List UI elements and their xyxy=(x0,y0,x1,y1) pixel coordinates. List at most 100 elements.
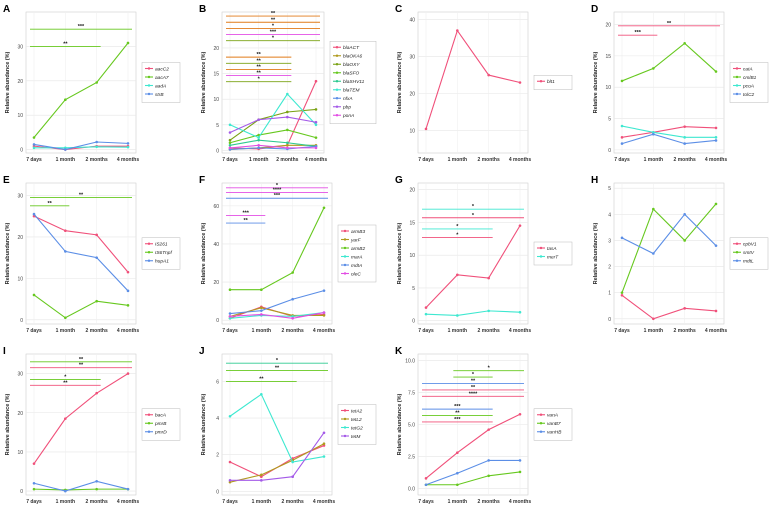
data-point xyxy=(228,141,232,145)
data-point xyxy=(228,460,232,464)
legend-label: pbp xyxy=(342,105,351,111)
significance-label: ** xyxy=(244,218,249,224)
series-line-ponA xyxy=(229,144,316,149)
legend-label: vanHB xyxy=(547,430,562,436)
data-point xyxy=(126,487,130,491)
legend-label: catA xyxy=(743,66,753,72)
panel-letter: G xyxy=(395,175,403,186)
y-tick-label: 20 xyxy=(17,235,23,241)
significance-label: * xyxy=(64,374,67,380)
data-point xyxy=(64,489,67,493)
legend-swatch-dot xyxy=(735,67,739,70)
series-line-tetG2 xyxy=(229,393,325,463)
x-tick-label: 7 days xyxy=(222,499,238,505)
significance-label: * xyxy=(456,224,459,230)
legend-swatch-dot xyxy=(343,426,347,429)
legend-label: aacC2 xyxy=(155,66,169,72)
y-tick-label: 0 xyxy=(608,148,611,154)
data-point xyxy=(64,98,67,101)
x-tick-label: 1 month xyxy=(56,328,75,334)
y-tick-label: 40 xyxy=(213,242,219,248)
legend-swatch-dot xyxy=(539,80,543,83)
legend-label: blaACT xyxy=(343,45,360,51)
data-point xyxy=(683,239,686,242)
significance-label: ** xyxy=(271,17,276,23)
significance-label: *** xyxy=(274,193,281,199)
series-line-strB xyxy=(33,141,129,151)
series-line-blaTEM xyxy=(229,93,317,139)
y-axis-label: Relative abundance (%) xyxy=(5,51,11,113)
legend-label: blt1 xyxy=(547,79,555,85)
data-point xyxy=(620,293,624,297)
panel-a: A 0 10 20 30 7 days 1 month 2 months 4 months Rel… xyxy=(3,4,181,163)
legend-swatch-dot xyxy=(335,63,339,66)
data-point xyxy=(424,477,428,480)
y-tick-label: 10 xyxy=(17,113,23,119)
x-tick-label: 2 months xyxy=(478,499,500,505)
series-line-hupA1 xyxy=(33,213,129,292)
legend-label: mdtA xyxy=(351,263,362,269)
y-tick-label: 10 xyxy=(409,129,415,135)
y-tick-label: 10 xyxy=(213,97,219,103)
data-point xyxy=(518,310,522,314)
y-axis-label: Relative abundance (%) xyxy=(397,51,403,113)
significance-label: *** xyxy=(454,404,461,410)
series-line-pbp xyxy=(229,116,317,133)
legend-swatch-dot xyxy=(343,229,347,233)
legend-swatch-dot xyxy=(343,272,347,275)
legend-swatch-dot xyxy=(335,54,339,57)
data-point xyxy=(228,312,232,315)
series-line-armB2 xyxy=(230,207,325,291)
data-point xyxy=(620,124,624,128)
significance-label: ** xyxy=(79,193,84,199)
data-point xyxy=(456,483,459,487)
data-point xyxy=(260,306,263,310)
data-point xyxy=(291,315,294,318)
x-tick-label: 2 months xyxy=(282,499,304,505)
series-line-blt1 xyxy=(425,29,521,130)
legend-swatch-dot xyxy=(147,430,151,433)
data-point xyxy=(228,123,232,127)
data-point xyxy=(424,127,428,131)
data-point xyxy=(424,312,428,316)
legend-label: aadA xyxy=(155,83,166,89)
data-point xyxy=(228,480,232,484)
plot-area xyxy=(25,11,137,154)
significance-label: ** xyxy=(79,357,84,363)
data-point xyxy=(652,207,655,211)
x-tick-label: 1 month xyxy=(252,499,271,505)
legend-label: vanB7 xyxy=(547,421,561,427)
data-point xyxy=(64,417,67,420)
data-point xyxy=(487,73,490,77)
significance-label: **** xyxy=(469,391,478,397)
data-point xyxy=(95,479,98,483)
data-point xyxy=(32,136,36,139)
legend-swatch-dot xyxy=(343,238,347,241)
x-tick-label: 1 month xyxy=(644,328,663,334)
data-point xyxy=(322,442,326,446)
y-tick-label: 4 xyxy=(216,416,219,422)
data-point xyxy=(518,81,522,84)
plot-area xyxy=(221,11,325,154)
significance-label: * xyxy=(472,372,475,378)
significance-label: ** xyxy=(257,58,262,64)
panel-d: D 0 5 10 15 20 7 days 1 month 2 months 4 months Re… xyxy=(591,4,769,163)
data-point xyxy=(683,142,686,145)
y-tick-label: 5 xyxy=(412,286,415,292)
legend-label: tetM xyxy=(351,434,360,440)
legend-label: bacA xyxy=(155,413,166,419)
legend-label: pcoA xyxy=(742,83,754,89)
data-point xyxy=(456,273,459,277)
data-point xyxy=(620,291,624,294)
significance-label: **** xyxy=(273,188,282,194)
legend-swatch-dot xyxy=(335,71,339,74)
significance-label: ** xyxy=(471,378,476,384)
legend-label: cmlB1 xyxy=(743,75,757,81)
plot-area xyxy=(417,11,529,154)
legend-label: nfxA xyxy=(343,96,353,102)
significance-label: *** xyxy=(634,30,641,36)
plot-area xyxy=(25,353,137,496)
data-point xyxy=(620,236,624,240)
series-line-smtV xyxy=(621,203,717,293)
series-line-cmlB1 xyxy=(621,42,717,82)
